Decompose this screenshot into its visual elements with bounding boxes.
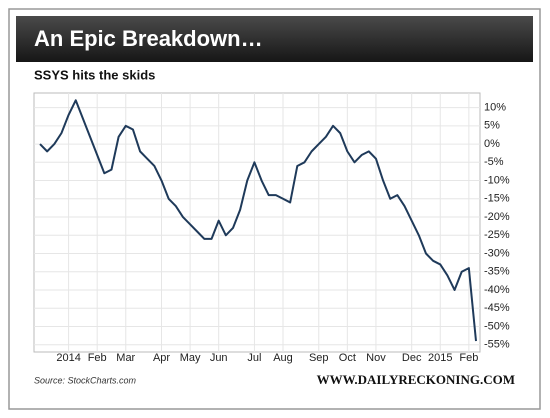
x-tick-label: Mar (116, 352, 135, 364)
y-tick-label: -50% (484, 320, 510, 332)
y-tick-label: 5% (484, 120, 500, 132)
y-tick-label: -10% (484, 174, 510, 186)
y-tick-label: -25% (484, 229, 510, 241)
x-tick-label: May (180, 352, 201, 364)
y-tick-label: -45% (484, 302, 510, 314)
source: Source: StockCharts.com (34, 375, 137, 385)
x-tick-label: Apr (153, 352, 170, 364)
x-tick-label: Sep (309, 352, 329, 364)
y-tick-label: -35% (484, 266, 510, 278)
x-tick-label: Nov (366, 352, 386, 364)
y-tick-label: -5% (484, 156, 504, 168)
x-tick-label: Feb (459, 352, 478, 364)
y-tick-label: -15% (484, 193, 510, 205)
x-tick-label: Jul (247, 352, 261, 364)
y-tick-label: 0% (484, 138, 500, 150)
banner (16, 16, 533, 62)
y-tick-label: -30% (484, 247, 510, 259)
x-tick-label: 2014 (56, 352, 80, 364)
x-tick-label: Jun (210, 352, 228, 364)
x-tick-label: 2015 (428, 352, 452, 364)
x-tick-label: Oct (339, 352, 356, 364)
y-tick-label: -55% (484, 339, 510, 351)
x-tick-label: Feb (88, 352, 107, 364)
plot-area (33, 92, 481, 353)
chart-title: An Epic Breakdown… (34, 26, 263, 51)
credit: WWW.DAILYRECKONING.COM (317, 372, 515, 387)
line-series (39, 99, 477, 342)
chart-subtitle: SSYS hits the skids (34, 67, 155, 82)
y-tick-label: -40% (484, 284, 510, 296)
y-tick-label: -20% (484, 211, 510, 223)
x-tick-label: Dec (402, 352, 422, 364)
x-tick-label: Aug (273, 352, 293, 364)
y-tick-label: 10% (484, 101, 506, 113)
